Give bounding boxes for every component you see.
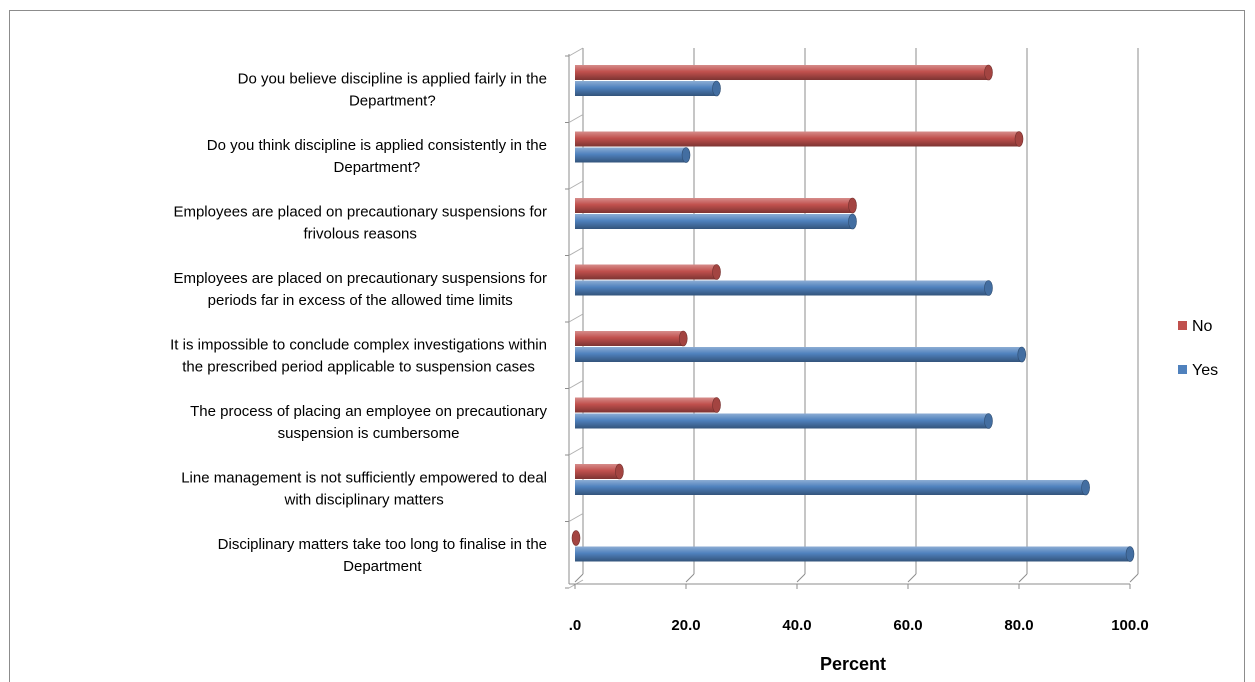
category-label: Line management is not sufficiently empo… — [181, 469, 547, 508]
category-label-line: Do you believe discipline is applied fai… — [238, 70, 547, 87]
floor-line — [685, 573, 695, 583]
bar-cap — [615, 463, 624, 480]
category-label-line: with disciplinary matters — [284, 491, 444, 508]
bar-no — [575, 64, 993, 81]
category-label-line: Line management is not sufficiently empo… — [181, 469, 547, 486]
wall-line — [568, 446, 584, 456]
bar-body — [575, 546, 1130, 562]
category-label: Employees are placed on precautionary su… — [173, 203, 547, 242]
category-label-line: Department? — [334, 159, 421, 176]
category-label-line: suspension is cumbersome — [278, 425, 460, 442]
bar-cap — [984, 64, 993, 81]
category-label: Do you believe discipline is applied fai… — [238, 70, 547, 109]
x-tick-label: .0 — [569, 617, 582, 634]
category-label-line: Employees are placed on precautionary su… — [173, 270, 547, 287]
category-label-line: the prescribed period applicable to susp… — [182, 358, 535, 375]
category-label-line: Department — [343, 558, 422, 575]
bar-body — [575, 65, 989, 80]
legend-label-yes: Yes — [1192, 362, 1218, 379]
bar-no — [575, 264, 721, 280]
bar-cap — [678, 330, 688, 347]
bar-cap — [1017, 346, 1027, 363]
category-label-line: The process of placing an employee on pr… — [190, 403, 547, 420]
bar-cap — [571, 530, 581, 546]
chart-frame — [9, 10, 1245, 682]
category-label-line: Disciplinary matters take too long to fi… — [218, 536, 547, 553]
category-label-line: Do you think discipline is applied consi… — [207, 137, 547, 154]
floor-line — [907, 573, 917, 583]
wall-line — [568, 380, 584, 389]
bar-no — [575, 463, 624, 480]
bar-cap — [984, 413, 993, 429]
category-label-line: frivolous reasons — [304, 225, 417, 242]
category-label-line: Department? — [349, 92, 436, 109]
bar-yes — [575, 346, 1027, 363]
wall-line — [568, 247, 584, 256]
floor-line — [1018, 573, 1028, 583]
bar-yes — [575, 280, 993, 296]
bar-no — [575, 197, 857, 214]
wall-line — [568, 114, 584, 123]
wall-line — [568, 180, 584, 190]
bar-cap — [848, 213, 857, 230]
category-label: Employees are placed on precautionary su… — [173, 270, 547, 309]
bar-cap — [1081, 479, 1090, 496]
bar-body — [575, 264, 717, 280]
bar-yes — [575, 413, 993, 429]
legend-swatch-yes — [1178, 365, 1187, 374]
bar-yes — [575, 213, 857, 230]
bar-cap — [712, 264, 721, 280]
bar-body — [575, 413, 989, 429]
bar-body — [575, 397, 717, 413]
bar-body — [575, 131, 1019, 147]
bar-body — [575, 81, 717, 96]
bar-body — [575, 464, 620, 479]
floor-line — [1129, 573, 1139, 583]
bar-cap — [681, 147, 691, 163]
x-tick-label: 40.0 — [782, 617, 811, 634]
floor-line — [796, 573, 806, 583]
bar-body — [575, 331, 684, 346]
bar-body — [575, 214, 853, 229]
category-label: It is impossible to conclude complex inv… — [170, 336, 547, 375]
wall-line — [568, 513, 584, 522]
bar-body — [575, 147, 686, 163]
category-label: Do you think discipline is applied consi… — [207, 137, 547, 176]
category-label-line: It is impossible to conclude complex inv… — [170, 336, 547, 353]
bar-yes — [575, 546, 1135, 562]
bar-cap — [712, 397, 721, 413]
bar-body — [575, 480, 1086, 495]
x-tick-label: 80.0 — [1004, 617, 1033, 634]
bar-yes — [575, 147, 691, 163]
category-label-line: periods far in excess of the allowed tim… — [208, 292, 513, 309]
x-axis-title: Percent — [820, 654, 886, 674]
bar-no — [575, 397, 721, 413]
bar-cap — [712, 80, 721, 97]
bar-yes — [575, 479, 1090, 496]
bar-no — [575, 131, 1024, 147]
legend-swatch-no — [1178, 321, 1187, 330]
category-label: The process of placing an employee on pr… — [190, 403, 547, 442]
legend-label-no: No — [1192, 318, 1213, 335]
wall-line — [568, 313, 584, 323]
wall-line — [568, 47, 584, 57]
bar-body — [575, 198, 853, 213]
bar-no — [571, 530, 581, 546]
bar-cap — [1014, 131, 1024, 147]
category-label: Disciplinary matters take too long to fi… — [218, 536, 547, 575]
bar-cap — [848, 197, 857, 214]
x-tick-label: 60.0 — [893, 617, 922, 634]
category-label-line: Employees are placed on precautionary su… — [173, 203, 547, 220]
floor-line — [574, 573, 584, 583]
bar-yes — [575, 80, 721, 97]
bar-cap — [1125, 546, 1135, 562]
bar-no — [575, 330, 688, 347]
x-tick-label: 100.0 — [1111, 617, 1149, 634]
x-tick-label: 20.0 — [671, 617, 700, 634]
bar-body — [575, 280, 989, 296]
bar-body — [575, 347, 1022, 362]
bar-cap — [984, 280, 993, 296]
